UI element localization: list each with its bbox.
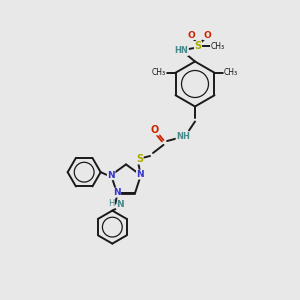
Text: CH₃: CH₃ (152, 68, 166, 77)
Text: O: O (188, 31, 195, 40)
Text: N: N (136, 170, 144, 179)
Text: HN: HN (175, 46, 188, 56)
Text: CH₃: CH₃ (224, 68, 238, 77)
Text: S: S (194, 41, 202, 52)
Text: N: N (113, 188, 121, 197)
Text: CH₃: CH₃ (210, 42, 225, 51)
Text: NH: NH (176, 132, 190, 141)
Text: S: S (136, 154, 143, 164)
Text: H: H (108, 199, 115, 208)
Text: N: N (107, 171, 115, 180)
Text: O: O (151, 125, 159, 135)
Text: O: O (203, 31, 211, 40)
Text: N: N (117, 200, 124, 208)
